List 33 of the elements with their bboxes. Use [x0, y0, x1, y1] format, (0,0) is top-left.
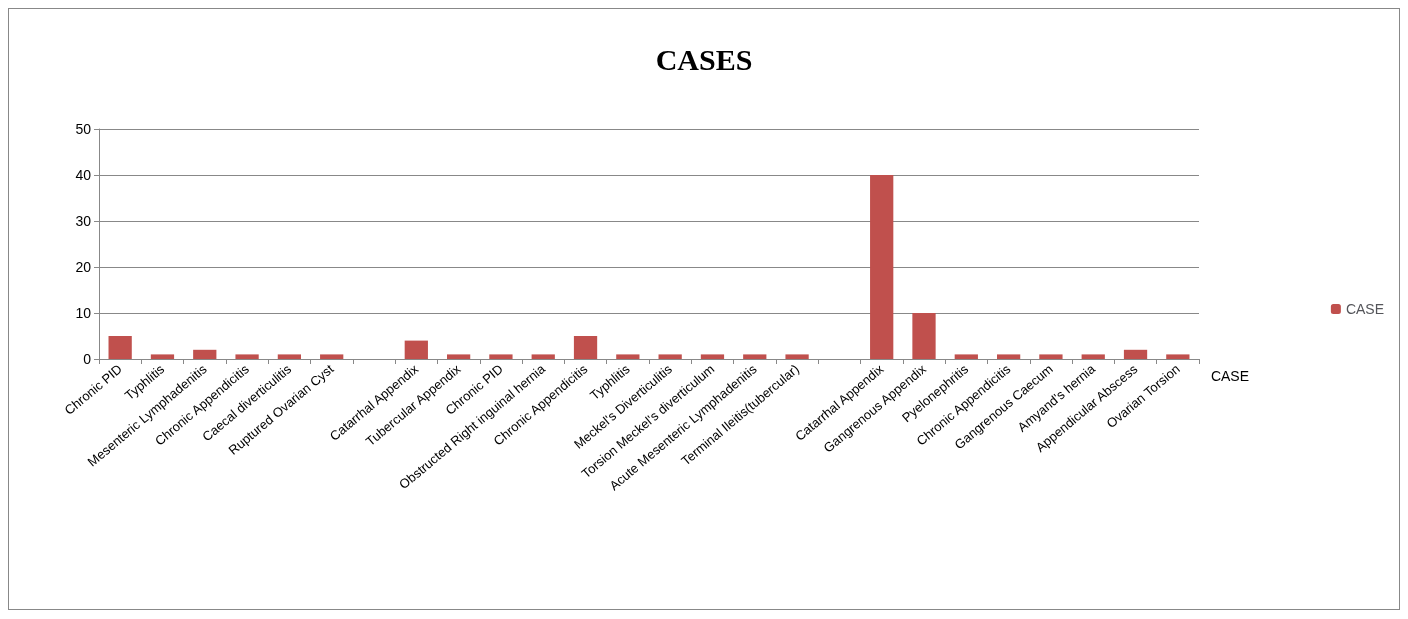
- y-tick-label: 40: [75, 167, 92, 183]
- bar: [1123, 349, 1148, 359]
- bar: [743, 354, 767, 359]
- bar: [616, 354, 640, 359]
- bar: [658, 354, 682, 359]
- chart-title: CASES: [655, 42, 753, 76]
- bar: [320, 354, 344, 359]
- y-tick-label: 0: [83, 351, 92, 367]
- bar: [1166, 354, 1190, 359]
- y-tick-label: 10: [75, 305, 92, 321]
- bar: [235, 354, 259, 359]
- bar: [1039, 354, 1063, 359]
- bar: [996, 354, 1021, 359]
- bar: [912, 313, 936, 359]
- bar: [150, 354, 175, 359]
- bar: [193, 349, 217, 359]
- bar: [700, 354, 725, 359]
- bar: [870, 175, 894, 359]
- bar: [404, 340, 428, 359]
- bar: [489, 354, 513, 359]
- y-tick-label: 20: [75, 259, 92, 275]
- bar: [108, 336, 132, 359]
- bar: [1081, 354, 1105, 359]
- bar: [573, 336, 598, 359]
- bar: [277, 354, 302, 359]
- bar: [446, 354, 471, 359]
- bar: [531, 354, 555, 359]
- bar: [785, 354, 809, 359]
- legend-label: CASE: [1345, 301, 1384, 317]
- y-tick-label: 30: [75, 213, 92, 229]
- text: CASE: [1210, 368, 1249, 384]
- y-tick-label: 50: [75, 121, 92, 137]
- bar: [954, 354, 978, 359]
